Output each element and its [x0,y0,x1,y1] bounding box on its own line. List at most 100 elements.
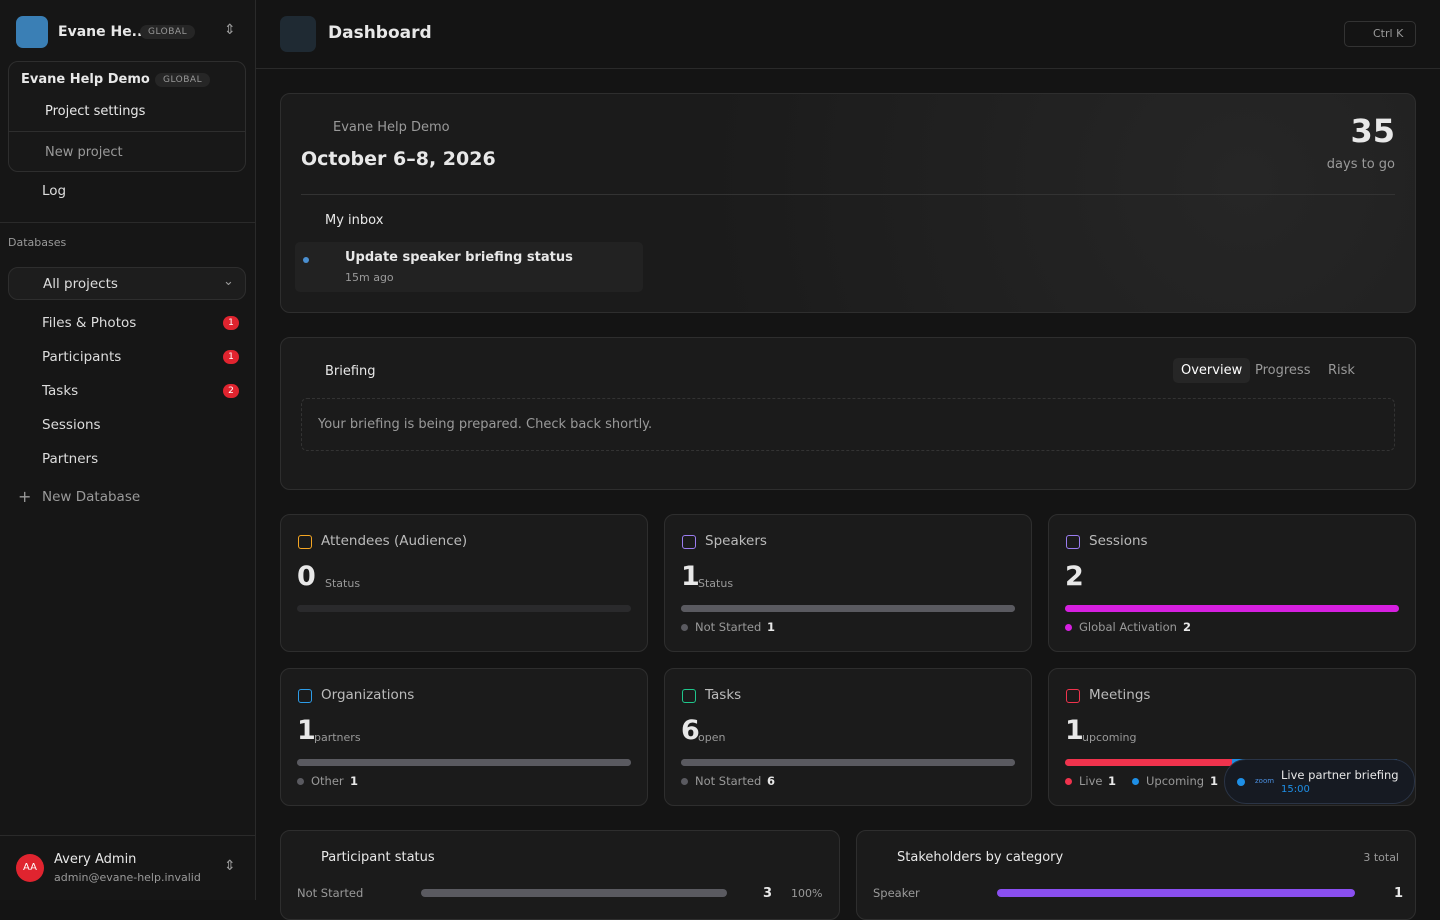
briefing-title: Briefing [325,364,376,379]
event-name: Evane Help Demo [333,120,450,135]
scope-pill: GLOBAL [140,25,196,39]
legend-label: Not Started [695,774,762,788]
stat-icon [682,689,696,703]
legend-label: Upcoming [1146,774,1205,788]
card-title: Stakeholders by category [897,850,1064,865]
stat-title: Meetings [1089,687,1151,703]
dropdown-project[interactable]: Evane Help Demo [21,72,150,87]
log-link[interactable]: Log [42,183,67,199]
project-selector[interactable]: All projects ⌄ [8,267,246,300]
briefing-message: Your briefing is being prepared. Check b… [318,417,653,432]
row-label: Speaker [873,886,920,900]
tab[interactable]: Overview [1173,358,1251,383]
stat-bar [681,605,1015,612]
legend-label: Other [311,774,344,788]
search-button[interactable]: Ctrl K [1344,21,1416,47]
tab[interactable]: Risk [1328,363,1355,378]
legend-dot [681,778,688,785]
stat-value: 2 [1065,561,1084,592]
legend-dot [297,778,304,785]
bar-segment [297,759,631,766]
legend-dot [1132,778,1139,785]
countdown-label: days to go [1326,157,1395,172]
new-database[interactable]: New Database [42,489,141,505]
stat-caption: upcoming [1082,731,1137,744]
legend-count: 6 [767,774,776,788]
stat-caption: Status [325,577,361,590]
event-dates: October 6–8, 2026 [301,148,496,170]
plus-icon: + [18,487,32,506]
nav-item[interactable]: Sessions [42,417,101,433]
legend-count: 1 [767,620,776,634]
stat-icon [298,535,312,549]
legend-label: Not Started [695,620,762,634]
legend-label: Global Activation [1079,620,1177,634]
bar-segment [681,759,1015,766]
sidebar: Evane He... GLOBAL ⇕ Evane Help Demo GLO… [0,0,256,900]
inbox-item[interactable]: Update speaker briefing status 15m ago [295,242,643,292]
divider [9,131,245,132]
row-bar [421,889,727,897]
project-logo [16,16,48,48]
legend-count: 2 [1183,620,1192,634]
header: Dashboard Ctrl K [256,0,1440,69]
stat-bar [1065,605,1399,612]
row-count: 3 [763,886,773,901]
switcher-icon[interactable]: ⇕ [224,22,236,38]
divider [0,222,255,223]
user-name: Avery Admin [54,852,137,867]
row-label: Not Started [297,886,364,900]
stat-bar [297,759,631,766]
bar-segment [1065,605,1399,612]
stat-title: Tasks [705,687,742,703]
stat-value: 1 [297,715,316,746]
unread-dot [303,257,309,263]
participant-status-card: Participant status Not Started 3 100% [280,830,840,920]
shortcut: Ctrl K [1373,27,1404,40]
new-project[interactable]: New project [45,145,123,160]
legend-label: Live [1079,774,1103,788]
row-bar [997,889,1355,897]
stat-bar [297,605,631,612]
stat-card: Organizations 1 partners Other 1 [280,668,648,806]
stat-card: Speakers 1 Status Not Started 1 [664,514,1032,652]
nav-item[interactable]: Participants [42,349,122,365]
row-count: 1 [1394,886,1404,901]
stat-card: Sessions 2 Global Activation 2 [1048,514,1416,652]
stat-title: Attendees (Audience) [321,533,468,549]
avatar[interactable]: AA [16,854,44,882]
nav-item[interactable]: Files & Photos [42,315,137,331]
stat-value: 0 [297,561,316,592]
nav-item[interactable]: Tasks [42,383,79,399]
stat-title: Speakers [705,533,767,549]
project-name[interactable]: Evane He... [58,24,148,40]
inbox-item-title: Update speaker briefing status [345,250,573,265]
page-title: Dashboard [328,23,432,43]
stat-title: Sessions [1089,533,1148,549]
scope-pill: GLOBAL [155,73,211,87]
badge: 2 [223,384,239,398]
bar-segment [681,605,1015,612]
toast-dot [1237,778,1245,786]
toast[interactable]: zoom Live partner briefing 15:00 [1224,759,1415,804]
stat-icon [1066,535,1080,549]
inbox-title: My inbox [325,213,384,228]
countdown: 35 [1350,112,1395,150]
selector-label: All projects [43,276,118,292]
event-card: Evane Help Demo October 6–8, 2026 35 day… [280,93,1416,313]
badge: 1 [223,350,239,364]
stat-caption: partners [314,731,361,744]
stat-value: 6 [681,715,700,746]
user-menu-icon[interactable]: ⇕ [224,858,236,874]
project-settings[interactable]: Project settings [45,104,146,119]
stat-icon [298,689,312,703]
tab[interactable]: Progress [1255,363,1311,378]
nav-item[interactable]: Partners [42,451,99,467]
user-email: admin@evane-help.invalid [54,871,201,884]
legend-count: 1 [1108,774,1117,788]
toast-title: Live partner briefing [1281,768,1399,782]
stat-card: Tasks 6 open Not Started 6 [664,668,1032,806]
total: 3 total [1363,851,1399,864]
toast-time: 15:00 [1281,784,1310,795]
badge: 1 [223,316,239,330]
